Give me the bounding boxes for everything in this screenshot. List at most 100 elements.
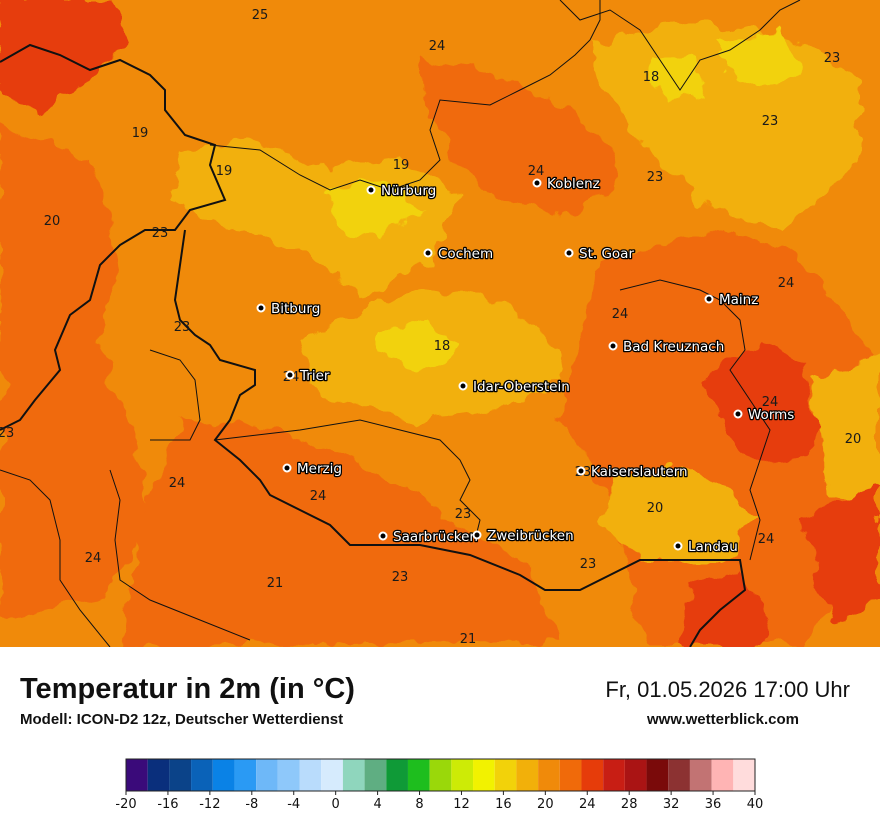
isotherm-label: 20 [845, 432, 862, 447]
isotherm-label: 23 [152, 226, 169, 241]
legend-swatch [407, 759, 430, 791]
map-title: Temperatur in 2m (in °C) [20, 673, 355, 705]
state-border-east [619, 279, 771, 561]
city-saarbr-cken: Saarbrücken [378, 528, 479, 546]
isotherm-label: 24 [429, 39, 446, 54]
legend-tick-label: -20 [115, 797, 136, 812]
legend-colorbar [125, 758, 756, 792]
isotherm-label: 20 [647, 501, 664, 516]
city-markers: Nürburg Koblenz Cochem St. Goar Bitburg Mainz… [256, 175, 796, 556]
city-dot [673, 541, 683, 551]
city-label: Zweibrücken [487, 528, 574, 544]
isotherm-label: 23 [392, 570, 409, 585]
website-link[interactable]: www.wetterblick.com [647, 711, 799, 728]
legend-swatch [711, 759, 734, 791]
isotherm-label: 24 [310, 489, 327, 504]
legend-swatch [256, 759, 278, 791]
city-dot [378, 531, 388, 541]
legend-tick-label: -8 [245, 797, 258, 812]
city-dot [472, 530, 482, 540]
city-dot [608, 341, 618, 351]
isotherm-label: 19 [132, 126, 149, 141]
isotherm-label: 24 [778, 276, 795, 291]
legend-tick-label: 36 [705, 797, 722, 812]
city-label: Kaiserslautern [591, 464, 688, 480]
legend-swatch [689, 759, 712, 791]
isotherm-label: 24 [758, 532, 775, 547]
legend-swatch [646, 759, 669, 791]
city-st-goar: St. Goar [564, 245, 636, 263]
temperature-zones [0, 0, 880, 647]
city-label: St. Goar [579, 246, 634, 262]
city-idar-oberstein: Idar-Oberstein [458, 378, 571, 396]
legend-swatch [624, 759, 647, 791]
isotherm-label: 24 [85, 551, 102, 566]
state-border-north [209, 0, 601, 191]
city-label: Landau [688, 539, 738, 555]
city-n-rburg: Nürburg [366, 182, 438, 200]
temperature-map: 25 24 23 18 19 23 19 19 24 23 20 23 24 24 23 18 24 24 23 20… [0, 0, 880, 647]
legend-swatch [494, 759, 517, 791]
city-worms: Worms [733, 406, 796, 424]
isotherm-label: 21 [267, 576, 284, 591]
legend-tick-label: 28 [621, 797, 638, 812]
city-label: Nürburg [381, 183, 436, 199]
city-dot [285, 370, 295, 380]
city-label: Idar-Oberstein [473, 379, 570, 395]
city-label: Koblenz [547, 176, 600, 192]
city-label: Worms [748, 407, 794, 423]
isotherm-label: 24 [612, 307, 629, 322]
legend-tick-label: 12 [453, 797, 470, 812]
city-label: Bad Kreuznach [623, 339, 724, 355]
city-label: Cochem [438, 246, 493, 262]
city-trier: Trier [285, 367, 331, 385]
color-legend: -20 -16 -12 -8 -4 0 4 8 12 16 20 24 28 32 36 40 [115, 758, 764, 812]
isotherm-label: 23 [647, 170, 664, 185]
city-bitburg: Bitburg [256, 300, 322, 318]
city-label: Saarbrücken [393, 529, 478, 545]
legend-tick-label: 40 [747, 797, 764, 812]
city-koblenz: Koblenz [532, 175, 601, 193]
legend-swatch [277, 759, 300, 791]
national-border-south [173, 229, 747, 647]
legend-swatch [473, 759, 495, 791]
legend-swatch [299, 759, 322, 791]
legend-swatch [321, 759, 343, 791]
legend-swatch [126, 759, 148, 791]
legend-swatch [559, 759, 582, 791]
city-dot [564, 248, 574, 258]
isotherm-label: 21 [460, 632, 477, 647]
legend-frame [125, 758, 756, 792]
model-info: Modell: ICON-D2 12z, Deutscher Wetterdie… [20, 711, 344, 728]
city-label: Mainz [719, 292, 758, 308]
borders [0, 0, 801, 647]
city-dot [282, 463, 292, 473]
city-mainz: Mainz [704, 291, 760, 309]
isotherm-label: 18 [434, 339, 451, 354]
legend-tick-label: -16 [157, 797, 178, 812]
legend-swatch [538, 759, 560, 791]
city-label: Merzig [297, 461, 342, 477]
legend-tick-label: 20 [537, 797, 554, 812]
isotherm-label: 24 [762, 395, 779, 410]
legend-tick-label: 0 [332, 797, 340, 812]
legend-tick-label: -12 [199, 797, 220, 812]
legend-swatch [733, 759, 755, 791]
city-kaiserslautern: Kaiserslautern [576, 463, 689, 481]
city-merzig: Merzig [282, 460, 343, 478]
legend-tick-label: 24 [579, 797, 596, 812]
border-lux [149, 349, 201, 441]
isotherm-label: 23 [762, 114, 779, 129]
city-dot [256, 303, 266, 313]
city-dot [458, 381, 468, 391]
isotherm-label: 23 [174, 320, 191, 335]
city-dot [423, 248, 433, 258]
legend-swatch [516, 759, 539, 791]
isotherm-label: 24 [169, 476, 186, 491]
state-border-ne [559, 0, 801, 91]
legend-swatch [212, 759, 235, 791]
legend-tick-label: -4 [287, 797, 300, 812]
footer: Temperatur in 2m (in °C) Modell: ICON-D2… [0, 647, 880, 830]
legend-swatch [451, 759, 474, 791]
legend-swatch [191, 759, 213, 791]
